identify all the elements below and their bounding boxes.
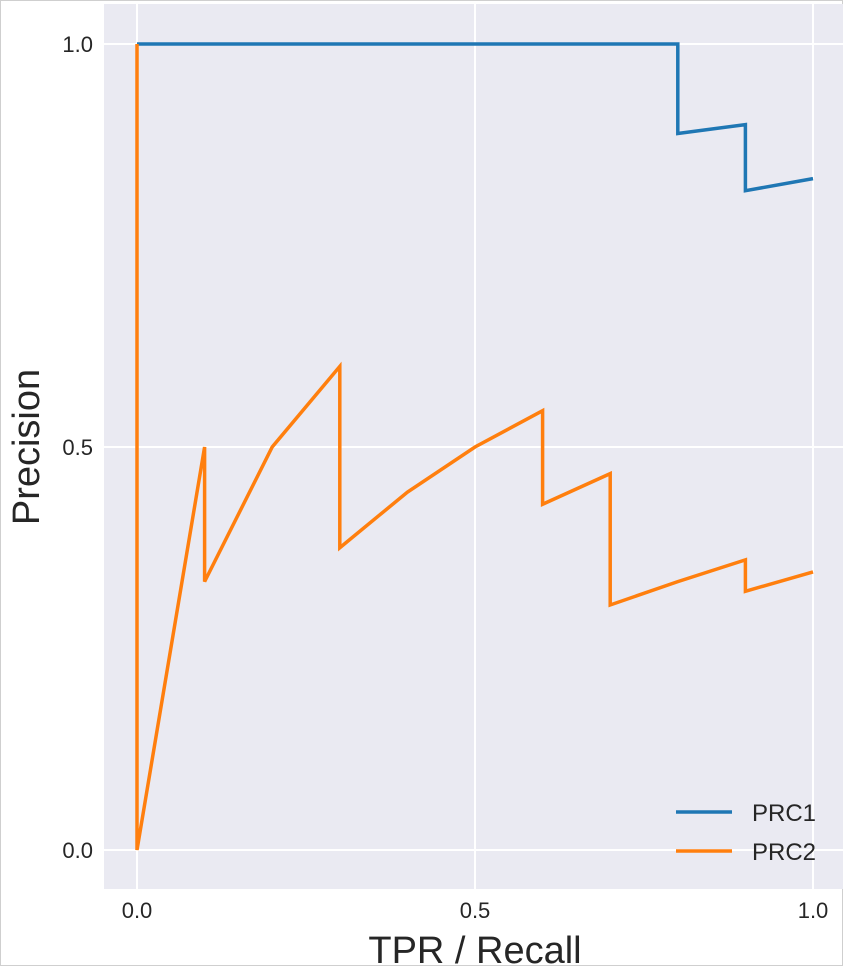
series-line-prc1: [137, 42, 814, 193]
x-tick-label: 1.0: [798, 898, 829, 923]
x-axis-label: TPR / Recall: [368, 930, 581, 967]
series-lines: [135, 42, 814, 851]
y-axis-label: Precision: [6, 369, 48, 525]
y-tick-label: 0.0: [62, 838, 93, 863]
legend: PRC1 PRC2: [676, 800, 816, 866]
legend-label-prc1: PRC1: [752, 800, 816, 827]
x-tick-label: 0.0: [122, 898, 153, 923]
x-tick-label: 0.5: [460, 898, 491, 923]
tick-labels: 0.0 0.5 1.0 0.0 0.5 1.0: [62, 32, 828, 923]
y-tick-label: 0.5: [62, 435, 93, 460]
legend-label-prc2: PRC2: [752, 839, 816, 866]
y-tick-label: 1.0: [62, 32, 93, 57]
series-line-prc2: [135, 44, 814, 851]
